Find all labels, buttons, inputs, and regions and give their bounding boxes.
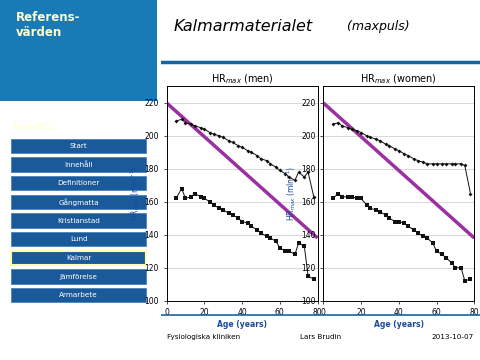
Title: HR$_{max}$ (women): HR$_{max}$ (women) bbox=[360, 73, 437, 86]
FancyBboxPatch shape bbox=[11, 157, 146, 172]
Text: 2013-10-07: 2013-10-07 bbox=[432, 334, 474, 340]
Text: Kalmar: Kalmar bbox=[66, 255, 91, 261]
Text: 🏠: 🏠 bbox=[74, 317, 83, 331]
Text: Kalmarmaterialet: Kalmarmaterialet bbox=[174, 19, 312, 34]
FancyBboxPatch shape bbox=[11, 232, 146, 247]
Text: Jämförelse: Jämförelse bbox=[60, 274, 98, 279]
Text: Avsnitt 2: Avsnitt 2 bbox=[12, 122, 56, 132]
Text: Armarbete: Armarbete bbox=[60, 292, 98, 298]
FancyBboxPatch shape bbox=[11, 194, 146, 209]
Text: Lars Brudin: Lars Brudin bbox=[300, 334, 341, 340]
FancyBboxPatch shape bbox=[11, 139, 146, 153]
Text: Definitioner: Definitioner bbox=[58, 180, 100, 186]
Text: Landstinget
i Kalmar Län: Landstinget i Kalmar Län bbox=[59, 334, 98, 346]
Text: Kristianstad: Kristianstad bbox=[57, 217, 100, 224]
X-axis label: Age (years): Age (years) bbox=[217, 320, 267, 329]
Text: Innehåll: Innehåll bbox=[64, 161, 93, 168]
Text: Lund: Lund bbox=[70, 236, 87, 242]
Text: Start: Start bbox=[70, 143, 87, 149]
FancyBboxPatch shape bbox=[0, 0, 157, 101]
Y-axis label: HR$_{max}$ (mln$^{-1}$): HR$_{max}$ (mln$^{-1}$) bbox=[285, 166, 299, 221]
FancyBboxPatch shape bbox=[11, 269, 146, 284]
FancyBboxPatch shape bbox=[11, 251, 146, 265]
Text: Referens-
värden: Referens- värden bbox=[16, 11, 80, 39]
Text: Fysiologiska kliniken: Fysiologiska kliniken bbox=[167, 334, 240, 340]
Text: Gångmatta: Gångmatta bbox=[59, 198, 99, 206]
FancyBboxPatch shape bbox=[11, 176, 146, 190]
Text: (maxpuls): (maxpuls) bbox=[343, 20, 409, 33]
FancyBboxPatch shape bbox=[11, 213, 146, 228]
FancyBboxPatch shape bbox=[11, 288, 146, 302]
Y-axis label: HR$_{max}$ (mln$^{-1}$): HR$_{max}$ (mln$^{-1}$) bbox=[128, 166, 142, 221]
X-axis label: Age (years): Age (years) bbox=[374, 320, 424, 329]
Title: HR$_{max}$ (men): HR$_{max}$ (men) bbox=[211, 73, 274, 86]
